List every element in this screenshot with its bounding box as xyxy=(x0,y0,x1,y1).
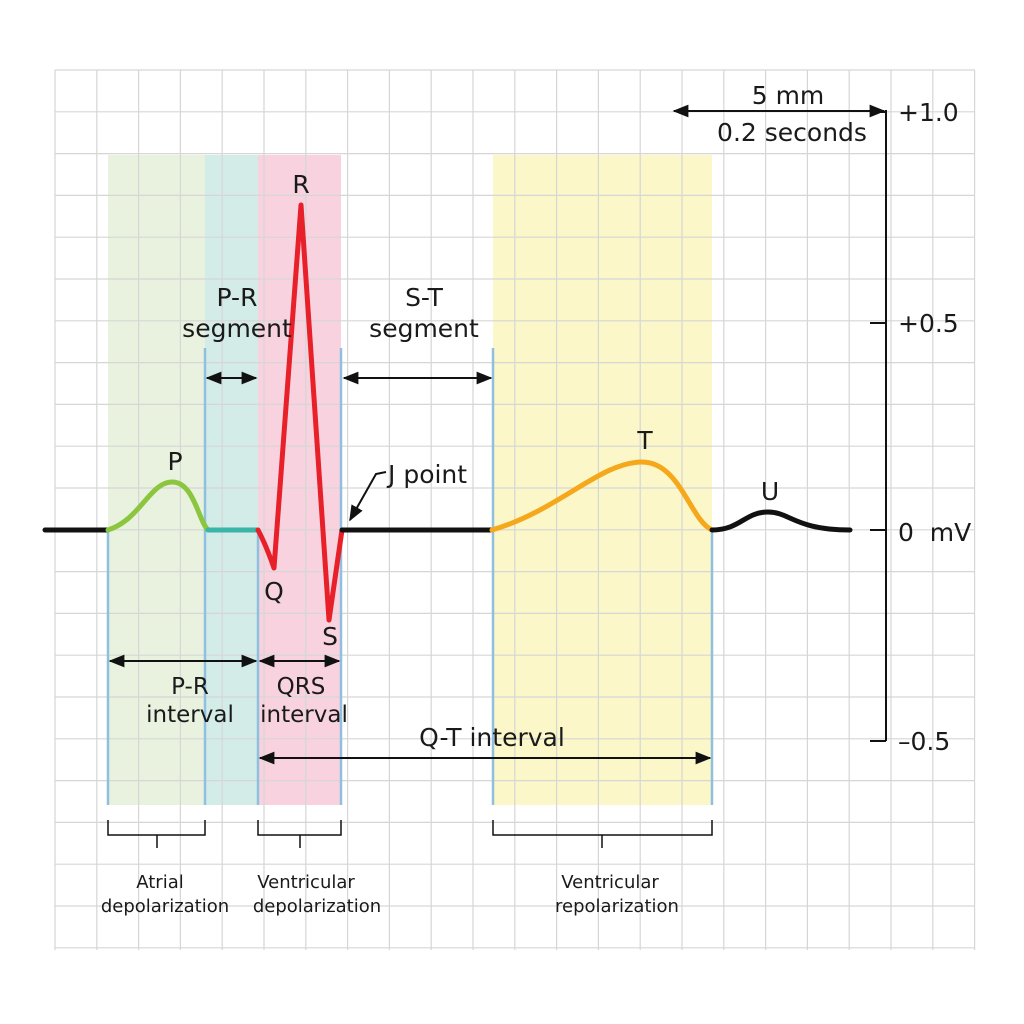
axis-label: +0.5 xyxy=(898,309,959,338)
axis-label: +1.0 xyxy=(898,98,959,127)
phase-label: Atrial xyxy=(136,872,184,893)
segment-label: segment xyxy=(182,314,292,343)
wave-label: P xyxy=(167,447,182,476)
interval-label: P-R xyxy=(171,674,209,700)
phase-label: Ventricular xyxy=(257,872,355,893)
scale-distance: 5 mm xyxy=(752,81,825,110)
phase-label: depolarization xyxy=(101,896,229,917)
phase-label: depolarization xyxy=(253,896,381,917)
wave-label: T xyxy=(636,426,653,455)
wave-label: Q xyxy=(264,577,284,606)
ecg-trace xyxy=(42,202,853,623)
segment-label: segment xyxy=(369,314,479,343)
segment-label: S-T xyxy=(405,283,444,312)
segment-label: P-R xyxy=(217,283,258,312)
scale-duration: 0.2 seconds xyxy=(717,118,867,147)
j-point-label: J point xyxy=(386,460,467,489)
j-point-pointer xyxy=(349,471,387,522)
phase-label: Ventricular xyxy=(561,872,659,893)
axis-label: 0 mV xyxy=(898,518,971,547)
wave-label: R xyxy=(292,170,309,199)
axis-label: –0.5 xyxy=(898,727,950,756)
interval-label: interval xyxy=(146,702,234,728)
interval-label: interval xyxy=(260,702,348,728)
brackets xyxy=(107,820,713,848)
boundaries xyxy=(106,348,714,805)
interval-label: Q-T interval xyxy=(419,723,565,752)
wave-label: S xyxy=(322,622,338,651)
repolarization-region xyxy=(493,155,712,805)
wave-label: U xyxy=(761,477,779,506)
interval-label: QRS xyxy=(277,674,326,700)
phase-label: repolarization xyxy=(555,896,679,917)
